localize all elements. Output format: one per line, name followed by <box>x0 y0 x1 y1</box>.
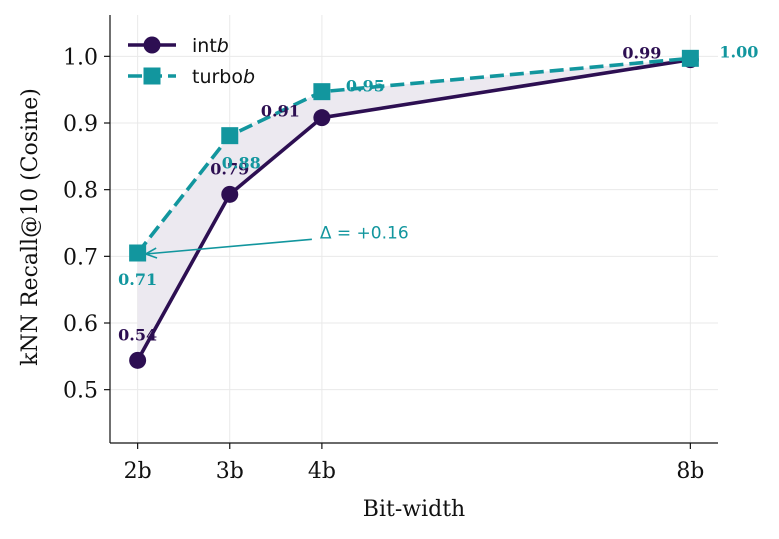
marker-turbo <box>221 127 239 145</box>
legend-marker-turbo <box>143 67 161 85</box>
y-tick-label: 0.9 <box>63 112 98 137</box>
legend-label-suffix: b <box>243 66 255 88</box>
x-axis-label: Bit-width <box>363 497 465 522</box>
y-ticks: 0.5 0.6 0.7 0.8 0.9 1.0 <box>63 45 110 404</box>
legend-label-text: int <box>192 35 217 57</box>
y-tick-label: 0.5 <box>63 379 98 404</box>
legend-label-turbo: turbob <box>192 66 255 88</box>
x-tick-label: 4b <box>308 459 336 484</box>
data-label-turbo: 0.88 <box>222 154 261 173</box>
data-label-int: 0.91 <box>261 102 300 121</box>
marker-turbo <box>129 244 147 262</box>
marker-turbo <box>313 83 331 101</box>
series <box>129 49 699 369</box>
x-ticks: 2b 3b 4b 8b <box>124 443 704 484</box>
annotation-arrowhead <box>143 247 158 259</box>
marker-turbo <box>681 49 699 67</box>
x-tick-label: 2b <box>124 459 152 484</box>
data-label-int: 0.79 <box>210 159 249 178</box>
legend-label-suffix: b <box>217 35 229 57</box>
legend-marker-int <box>143 36 161 54</box>
y-tick-label: 0.6 <box>63 312 98 337</box>
annotation-arrow <box>145 238 312 255</box>
marker-int <box>313 109 331 127</box>
delta-annotation: Δ = +0.16 <box>143 223 409 259</box>
legend-label-int: intb <box>192 35 229 57</box>
annotation-label: Δ = +0.16 <box>320 223 409 243</box>
delta-shaded-region <box>137 58 691 361</box>
y-tick-label: 0.7 <box>63 245 98 270</box>
series-line-int <box>136 57 691 362</box>
series-line-turbo <box>136 56 691 255</box>
data-label-turbo: 1.00 <box>719 42 758 61</box>
x-tick-label: 3b <box>216 459 244 484</box>
data-label-turbo: 0.95 <box>346 77 385 96</box>
marker-int <box>129 351 147 369</box>
data-label-turbo: 0.71 <box>118 270 157 289</box>
axes <box>109 15 718 444</box>
y-tick-label: 0.8 <box>63 179 98 204</box>
data-labels: 0.54 0.79 0.91 0.99 0.71 0.88 0.95 1.00 <box>118 42 758 344</box>
legend-label-text: turbo <box>192 66 243 88</box>
y-tick-label: 1.0 <box>63 45 98 70</box>
data-label-int: 0.54 <box>118 325 157 344</box>
data-label-int: 0.99 <box>622 44 661 63</box>
y-axis-label: kNN Recall@10 (Cosine) <box>18 88 43 366</box>
marker-int <box>221 185 239 203</box>
x-tick-label: 8b <box>676 459 704 484</box>
